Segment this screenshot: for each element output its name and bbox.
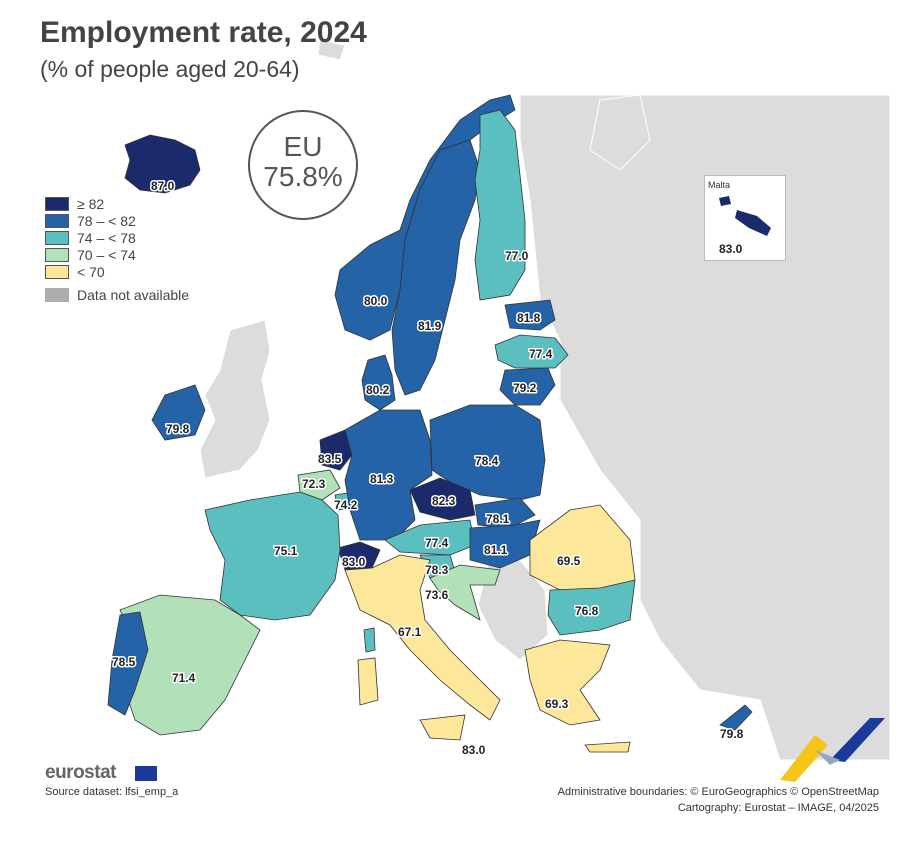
label-greece: 69.3 bbox=[545, 697, 569, 711]
value-labels: 87.0 80.0 81.9 77.0 81.8 77.4 79.2 80.2 … bbox=[111, 178, 746, 759]
estonia-shape bbox=[504, 299, 556, 331]
latvia-shape bbox=[494, 334, 569, 369]
legend-swatch bbox=[45, 197, 69, 211]
non-eu-land bbox=[199, 39, 891, 761]
malta-shape bbox=[719, 196, 771, 236]
eu-flag-icon bbox=[135, 766, 157, 781]
legend-swatch bbox=[45, 265, 69, 279]
label-croatia: 73.6 bbox=[425, 588, 449, 602]
image-corner-logo bbox=[780, 718, 885, 782]
legend-swatch bbox=[45, 248, 69, 262]
malta-inset-value: 83.0 bbox=[719, 242, 743, 256]
label-spain: 71.4 bbox=[172, 671, 196, 685]
slovakia-shape bbox=[474, 497, 536, 529]
bulgaria-shape bbox=[547, 579, 636, 636]
label-denmark: 80.2 bbox=[366, 383, 390, 397]
malta-inset-title: Malta bbox=[708, 180, 731, 190]
italy-shape bbox=[344, 554, 501, 721]
label-malta: 83.0 bbox=[462, 743, 486, 757]
label-luxembourg: 74.2 bbox=[334, 498, 358, 512]
romania-shape bbox=[529, 504, 636, 591]
label-france: 75.1 bbox=[274, 544, 298, 558]
label-slovenia: 78.3 bbox=[425, 563, 449, 577]
label-norway: 80.0 bbox=[364, 294, 388, 308]
corsica-shape bbox=[363, 627, 376, 653]
label-iceland: 87.0 bbox=[151, 179, 175, 193]
ireland-shape bbox=[151, 384, 206, 441]
label-latvia: 77.4 bbox=[529, 347, 553, 361]
cartography-note: Cartography: Eurostat – IMAGE, 04/2025 bbox=[677, 802, 879, 814]
label-poland: 78.4 bbox=[475, 454, 499, 468]
admin-note: Administrative boundaries: © EuroGeograp… bbox=[557, 786, 879, 798]
legend-label: < 70 bbox=[77, 264, 105, 280]
sicily-shape bbox=[419, 714, 466, 741]
eu-countries bbox=[107, 94, 753, 753]
label-portugal: 78.5 bbox=[112, 655, 136, 669]
legend-label: 78 – < 82 bbox=[77, 213, 136, 229]
netherlands-shape bbox=[319, 429, 353, 471]
finland-shape bbox=[474, 109, 526, 301]
label-lithuania: 79.2 bbox=[513, 381, 537, 395]
sardinia-shape bbox=[357, 657, 379, 706]
legend-label-na: Data not available bbox=[77, 287, 190, 303]
eurostat-logo: eurostat bbox=[45, 762, 116, 783]
eu-total-circle: EU 75.8% bbox=[248, 110, 358, 220]
label-austria: 77.4 bbox=[425, 536, 449, 550]
legend-swatch-na bbox=[45, 288, 69, 302]
legend-label: 70 – < 74 bbox=[77, 247, 136, 263]
lithuania-shape bbox=[499, 367, 556, 406]
label-bulgaria: 76.8 bbox=[575, 604, 599, 618]
germany-shape bbox=[344, 409, 433, 541]
sweden-shape bbox=[391, 139, 481, 396]
label-netherlands: 83.5 bbox=[318, 452, 342, 466]
label-czechia: 82.3 bbox=[432, 494, 456, 508]
poland-shape bbox=[429, 404, 546, 501]
label-romania: 69.5 bbox=[557, 554, 581, 568]
source-note: Source dataset: lfsi_emp_a bbox=[45, 786, 179, 798]
croatia-shape bbox=[429, 564, 501, 621]
label-finland: 77.0 bbox=[505, 249, 529, 263]
page-subtitle: (% of people aged 20-64) bbox=[40, 56, 300, 82]
eu-value: 75.8% bbox=[263, 161, 343, 192]
crete-shape bbox=[584, 741, 631, 753]
iceland-shape bbox=[124, 134, 201, 194]
portugal-shape bbox=[107, 611, 149, 716]
label-sweden: 81.9 bbox=[418, 319, 442, 333]
france-shape bbox=[204, 491, 341, 621]
belgium-shape bbox=[297, 469, 341, 501]
label-estonia: 81.8 bbox=[517, 311, 541, 325]
label-italy: 67.1 bbox=[398, 625, 422, 639]
label-belgium: 72.3 bbox=[302, 477, 326, 491]
label-germany: 81.3 bbox=[370, 472, 394, 486]
legend-label: 74 – < 78 bbox=[77, 230, 136, 246]
legend-swatch bbox=[45, 231, 69, 245]
page-title: Employment rate, 2024 bbox=[40, 16, 367, 49]
cyprus-shape bbox=[719, 704, 753, 731]
label-slovakia: 78.1 bbox=[486, 512, 510, 526]
label-ireland: 79.8 bbox=[166, 422, 190, 436]
switzerland-shape bbox=[337, 541, 381, 571]
label-cyprus: 79.8 bbox=[720, 727, 744, 741]
denmark-shape bbox=[361, 354, 396, 411]
label-hungary: 81.1 bbox=[484, 543, 508, 557]
label-switzerland: 83.0 bbox=[342, 555, 366, 569]
czechia-shape bbox=[409, 477, 476, 521]
malta-inset: Malta 83.0 bbox=[704, 175, 786, 261]
legend-swatch bbox=[45, 214, 69, 228]
greece-shape bbox=[524, 639, 611, 726]
eu-label: EU bbox=[283, 131, 323, 162]
legend-label: ≥ 82 bbox=[77, 196, 105, 212]
